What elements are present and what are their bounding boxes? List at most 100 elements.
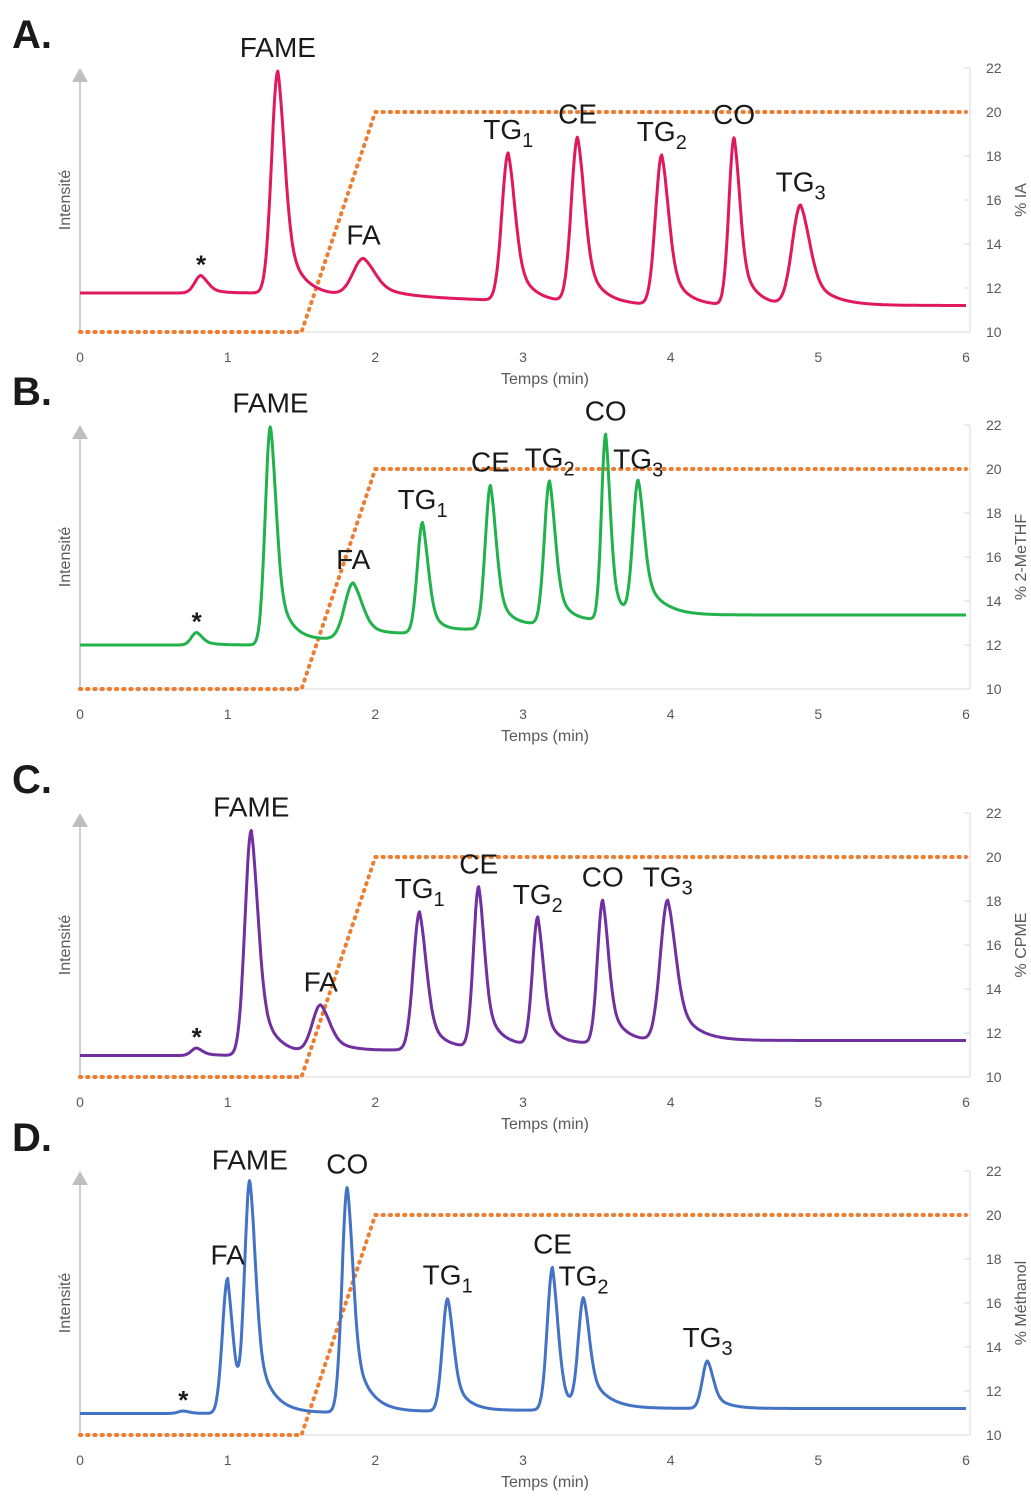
x-tick-label: 2 xyxy=(371,349,379,365)
x-tick-label: 2 xyxy=(371,706,379,722)
x-tick-label: 5 xyxy=(814,706,822,722)
y2-tick-label: 18 xyxy=(986,148,1002,164)
peak-label: TG1 xyxy=(398,484,448,522)
peak-label: TG2 xyxy=(637,116,687,154)
x-tick-label: 3 xyxy=(519,349,527,365)
impurity-marker: * xyxy=(178,1385,189,1415)
y2-tick-label: 12 xyxy=(986,280,1002,296)
y2-tick-label: 16 xyxy=(986,1295,1002,1311)
peak-label: TG3 xyxy=(683,1322,733,1360)
peak-label: CO xyxy=(585,396,627,427)
y2-tick-label: 10 xyxy=(986,1427,1002,1443)
x-tick-label: 5 xyxy=(814,349,822,365)
y-axis-arrow-icon xyxy=(72,425,88,439)
y2-tick-label: 12 xyxy=(986,637,1002,653)
impurity-marker: * xyxy=(192,607,203,637)
gradient-line xyxy=(78,855,968,1079)
peak-label: TG2 xyxy=(559,1261,609,1299)
chromatogram-trace xyxy=(79,425,967,647)
peak-label: TG3 xyxy=(643,862,693,900)
y2-tick-label: 14 xyxy=(986,1339,1002,1355)
y-axis-arrow-icon xyxy=(72,813,88,827)
y2-tick-label: 16 xyxy=(986,192,1002,208)
peak-label: TG1 xyxy=(423,1260,473,1298)
peak-label: TG1 xyxy=(395,873,445,911)
y2-tick-label: 16 xyxy=(986,549,1002,565)
x-tick-label: 0 xyxy=(76,706,84,722)
peak-label: TG2 xyxy=(525,442,575,480)
y2-tick-label: 16 xyxy=(986,937,1002,953)
peak-label: TG2 xyxy=(513,879,563,917)
x-tick-label: 1 xyxy=(224,1094,232,1110)
x-axis-title: Temps (min) xyxy=(501,728,589,745)
y2-tick-label: 18 xyxy=(986,1251,1002,1267)
y2-tick-label: 20 xyxy=(986,849,1002,865)
y-axis-title: Intensité xyxy=(57,170,74,231)
peak-label: CO xyxy=(582,861,624,892)
y2-tick-label: 14 xyxy=(986,981,1002,997)
peak-label: TG1 xyxy=(483,114,533,152)
peak-label: CE xyxy=(533,1228,572,1259)
y2-axis-title: % Méthanol xyxy=(1013,1261,1030,1346)
y2-tick-label: 12 xyxy=(986,1025,1002,1041)
y2-tick-label: 22 xyxy=(986,60,1002,76)
x-tick-label: 2 xyxy=(371,1094,379,1110)
peak-label: CO xyxy=(326,1148,368,1179)
x-axis-title: Temps (min) xyxy=(501,371,589,388)
y2-tick-label: 22 xyxy=(986,1163,1002,1179)
x-tick-label: 4 xyxy=(667,349,675,365)
panel-letter: A. xyxy=(12,13,52,57)
peak-label: FAME xyxy=(213,792,289,823)
chromatogram-trace xyxy=(79,1179,967,1415)
peak-label: FA xyxy=(346,220,381,251)
peak-label: FAME xyxy=(212,1145,288,1176)
chromatogram-trace xyxy=(79,829,967,1057)
y-axis-title: Intensité xyxy=(57,527,74,588)
x-tick-label: 4 xyxy=(667,1452,675,1468)
peak-label: TG3 xyxy=(613,443,663,481)
peak-label: FAME xyxy=(240,32,316,63)
x-tick-label: 4 xyxy=(667,1094,675,1110)
y-axis-arrow-icon xyxy=(72,68,88,82)
y2-tick-label: 12 xyxy=(986,1383,1002,1399)
y2-tick-label: 10 xyxy=(986,1069,1002,1085)
y2-tick-label: 14 xyxy=(986,236,1002,252)
peak-label: FA xyxy=(336,544,371,575)
x-tick-label: 6 xyxy=(962,349,970,365)
gradient-line xyxy=(78,467,968,691)
panel-letter: D. xyxy=(12,1116,52,1160)
x-tick-label: 0 xyxy=(76,1452,84,1468)
x-tick-label: 1 xyxy=(224,706,232,722)
x-tick-label: 3 xyxy=(519,706,527,722)
panel-letter: B. xyxy=(12,370,52,414)
impurity-marker: * xyxy=(196,250,207,280)
y2-tick-label: 10 xyxy=(986,681,1002,697)
y2-tick-label: 20 xyxy=(986,104,1002,120)
x-tick-label: 1 xyxy=(224,1452,232,1468)
x-tick-label: 6 xyxy=(962,1452,970,1468)
y2-tick-label: 18 xyxy=(986,893,1002,909)
peak-label: CE xyxy=(471,447,510,478)
y-axis-arrow-icon xyxy=(72,1171,88,1185)
y2-tick-label: 14 xyxy=(986,593,1002,609)
y2-tick-label: 18 xyxy=(986,505,1002,521)
x-axis-title: Temps (min) xyxy=(501,1116,589,1133)
y2-tick-label: 20 xyxy=(986,461,1002,477)
peak-label: CE xyxy=(459,848,498,879)
gradient-line xyxy=(78,1213,968,1437)
y2-axis-title: % 2-MeTHF xyxy=(1013,514,1030,600)
peak-label: CE xyxy=(558,99,597,130)
x-tick-label: 6 xyxy=(962,706,970,722)
x-tick-label: 4 xyxy=(667,706,675,722)
y2-tick-label: 22 xyxy=(986,417,1002,433)
panel-letter: C. xyxy=(12,758,52,802)
y-axis-title: Intensité xyxy=(57,915,74,976)
peak-label: FA xyxy=(211,1240,246,1271)
x-tick-label: 2 xyxy=(371,1452,379,1468)
x-tick-label: 3 xyxy=(519,1452,527,1468)
peak-label: TG3 xyxy=(776,167,826,205)
